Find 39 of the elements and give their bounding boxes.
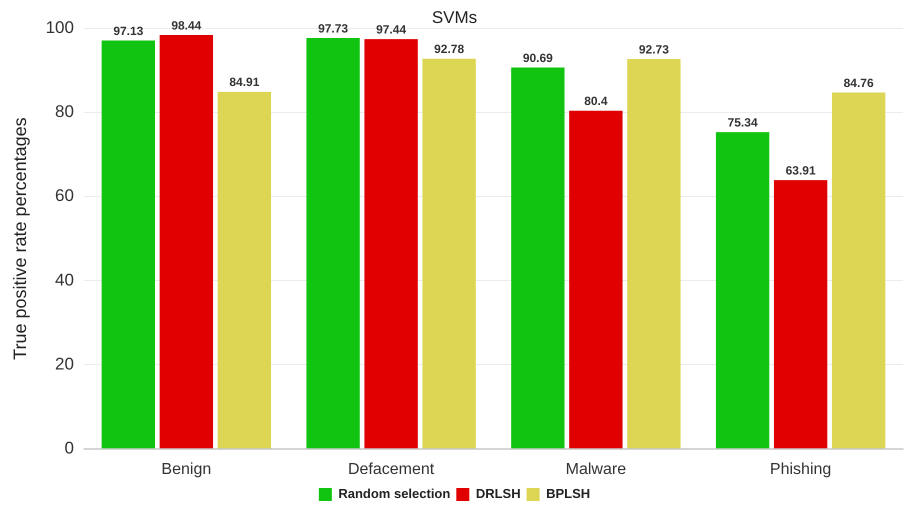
- data-label: 75.34: [728, 115, 758, 130]
- bar: [306, 38, 360, 448]
- data-label: 90.69: [522, 50, 554, 65]
- data-label: 97.73: [318, 21, 348, 36]
- x-tick-label: Malware: [566, 460, 626, 478]
- data-label: 92.73: [638, 42, 670, 56]
- y-tick-label: 40: [55, 270, 74, 290]
- x-tick-label: Benign: [161, 460, 212, 478]
- y-tick-label: 80: [55, 102, 74, 122]
- legend-label: DRLSH: [476, 486, 521, 502]
- bar: [774, 180, 828, 448]
- data-label: 97.44: [376, 22, 406, 36]
- data-label: 63.91: [786, 163, 816, 178]
- bar: [832, 92, 886, 448]
- data-label: 98.44: [171, 18, 202, 32]
- legend-label: Random selection: [338, 486, 450, 502]
- legend-label: BPLSH: [546, 486, 590, 502]
- data-label: 97.13: [113, 24, 144, 38]
- y-tick-label: 20: [55, 354, 74, 374]
- chart-title: SVMs: [432, 8, 478, 27]
- bar: [364, 39, 418, 448]
- data-label: 84.76: [844, 76, 874, 90]
- y-tick-label: 0: [64, 438, 74, 458]
- data-label: 92.78: [434, 42, 464, 56]
- bar: [102, 40, 156, 448]
- bar: [218, 92, 272, 448]
- data-label: 84.91: [229, 75, 260, 90]
- x-tick-label: Phishing: [770, 460, 832, 478]
- data-label: 80.4: [584, 94, 608, 108]
- bar: [511, 68, 565, 448]
- bar: [160, 34, 214, 448]
- bar: [716, 132, 770, 448]
- bar: [422, 58, 476, 448]
- x-tick-label: Defacement: [348, 460, 435, 478]
- y-tick-label: 100: [46, 18, 74, 38]
- bar: [627, 58, 681, 448]
- bar: [569, 110, 623, 448]
- y-tick-label: 60: [55, 186, 74, 206]
- y-axis-title: True positive rate percentages: [10, 117, 30, 360]
